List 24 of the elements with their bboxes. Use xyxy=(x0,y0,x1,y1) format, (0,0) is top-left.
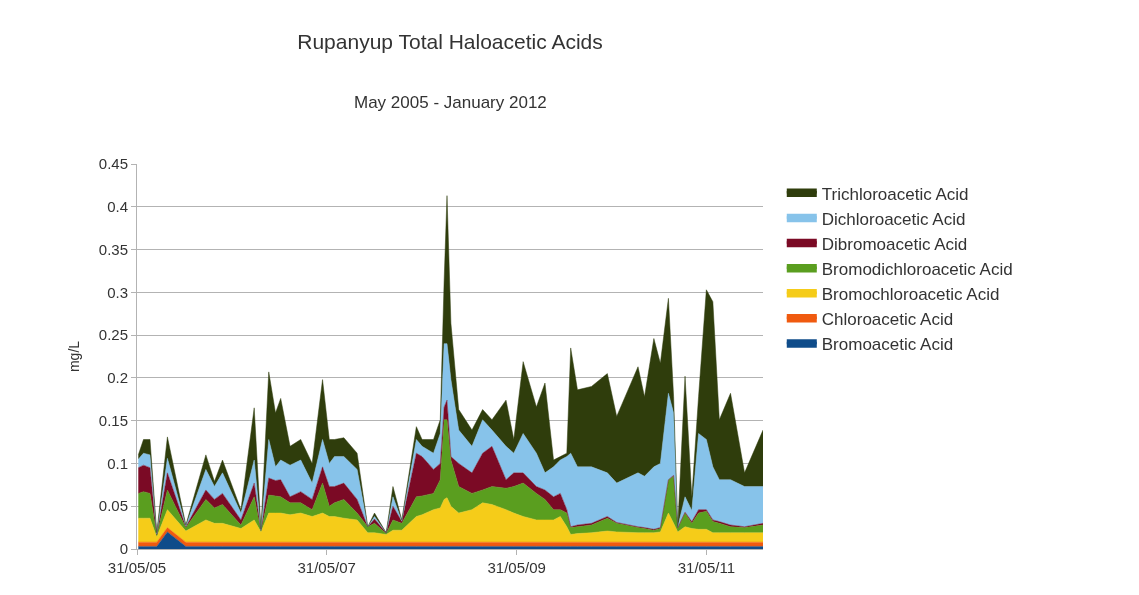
legend-label: Trichloroacetic Acid xyxy=(821,184,969,204)
x-tick-label: 31/05/07 xyxy=(297,559,356,576)
legend-label: Dibromoacetic Acid xyxy=(821,234,968,254)
legend-label: Bromochloroacetic Acid xyxy=(821,285,1000,305)
x-tick-label: 31/05/05 xyxy=(107,559,167,576)
y-tick-label: 0.4 xyxy=(107,198,128,216)
x-tick-label: 31/05/11 xyxy=(677,559,735,576)
chart-title: Rupanyup Total Haloacetic Acids xyxy=(297,30,603,53)
chart-subtitle: May 2005 - January 2012 xyxy=(354,93,547,112)
y-tick-label: 0.2 xyxy=(107,369,128,387)
legend-label: Bromoacetic Acid xyxy=(821,335,954,355)
y-tick-label: 0.35 xyxy=(98,240,128,258)
y-tick-label: 0.05 xyxy=(98,497,128,515)
y-tick-label: 0.45 xyxy=(98,155,128,173)
y-tick-label: 0.1 xyxy=(107,454,128,472)
x-tick-label: 31/05/09 xyxy=(487,559,546,576)
y-tick-label: 0.3 xyxy=(107,283,128,301)
y-axis-title: mg/L xyxy=(66,340,83,373)
y-tick-label: 0.25 xyxy=(98,326,128,344)
legend-label: Chloroacetic Acid xyxy=(821,310,954,330)
legend-label: Dichloroacetic Acid xyxy=(821,209,966,229)
legend-label: Bromodichloroacetic Acid xyxy=(821,260,1013,280)
y-tick-label: 0 xyxy=(119,540,128,558)
y-tick-label: 0.15 xyxy=(98,411,128,429)
